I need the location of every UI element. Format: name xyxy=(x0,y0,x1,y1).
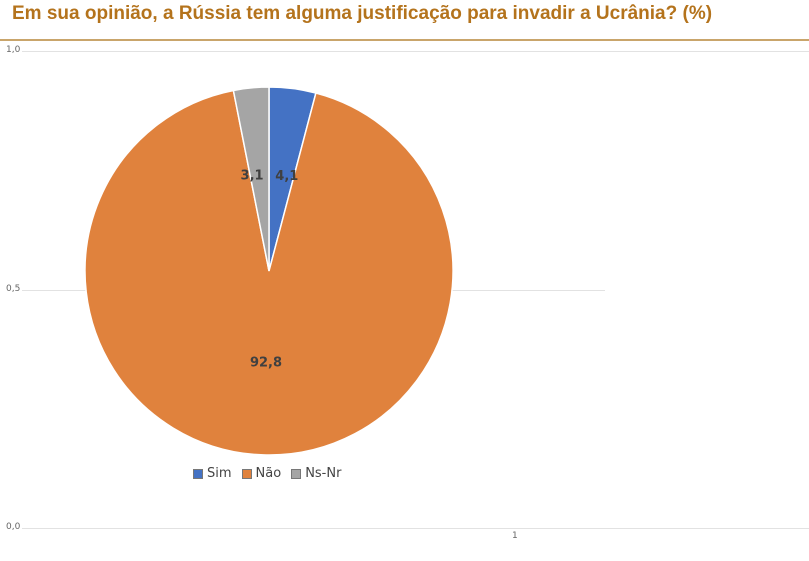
legend-label: Ns-Nr xyxy=(305,466,342,481)
legend-label: Sim xyxy=(207,466,232,481)
legend-item-ns-nr: Ns-Nr xyxy=(291,466,341,481)
y-tick-label: 0,5 xyxy=(6,284,21,294)
chart-title: Em sua opinião, a Rússia tem alguma just… xyxy=(12,3,713,24)
legend-item-nao: Não xyxy=(241,466,282,481)
pie-slice-nao xyxy=(84,89,454,456)
title-divider xyxy=(0,39,809,41)
legend-swatch-nao xyxy=(241,468,252,479)
data-label-sim: 4,1 xyxy=(275,169,298,184)
chart-legend: Sim Não Ns-Nr xyxy=(193,466,341,481)
gridline-top xyxy=(22,51,809,52)
gridline-bottom xyxy=(22,528,809,529)
y-tick-label: 0,0 xyxy=(6,522,21,532)
x-tick-label: 1 xyxy=(512,531,518,541)
legend-swatch-ns-nr xyxy=(291,468,302,479)
data-label-ns-nr: 3,1 xyxy=(241,168,264,183)
data-label-nao: 92,8 xyxy=(250,356,282,371)
y-tick-label: 1,0 xyxy=(6,45,21,55)
legend-item-sim: Sim xyxy=(193,466,232,481)
legend-label: Não xyxy=(255,466,282,481)
legend-swatch-sim xyxy=(193,468,203,479)
pie-slice-ns-nr xyxy=(232,86,270,272)
